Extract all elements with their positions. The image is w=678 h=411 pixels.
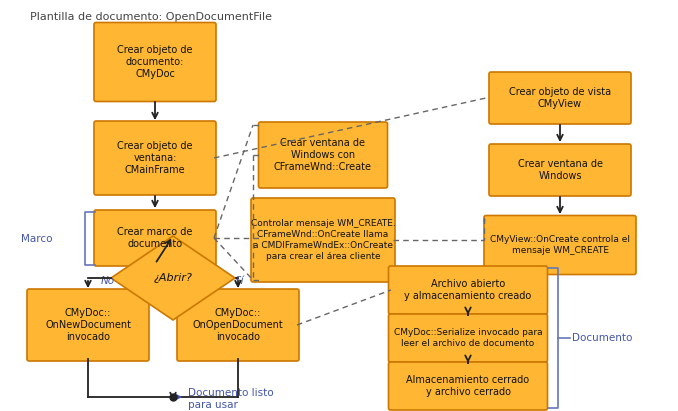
Text: Crear ventana de
Windows con
CFrameWnd::Create: Crear ventana de Windows con CFrameWnd::… [274, 138, 372, 172]
Text: CMyView::OnCreate controla el
mensaje WM_CREATE: CMyView::OnCreate controla el mensaje WM… [490, 235, 630, 255]
FancyBboxPatch shape [27, 289, 149, 361]
Text: CMyDoc::
OnOpenDocument
invocado: CMyDoc:: OnOpenDocument invocado [193, 307, 283, 342]
Text: Documento listo
para usar: Documento listo para usar [188, 388, 274, 410]
Text: Documento: Documento [572, 333, 633, 343]
FancyBboxPatch shape [484, 215, 636, 275]
Text: Plantilla de documento: OpenDocumentFile: Plantilla de documento: OpenDocumentFile [30, 12, 272, 22]
Text: Crear objeto de
ventana:
CMainFrame: Crear objeto de ventana: CMainFrame [117, 141, 193, 175]
Text: Marco: Marco [22, 233, 53, 243]
Text: No: No [101, 276, 115, 286]
Text: Archivo abierto
y almacenamiento creado: Archivo abierto y almacenamiento creado [404, 279, 532, 301]
Text: Controlar mensaje WM_CREATE.
CFrameWnd::OnCreate llama
a CMDIFrameWndEx::OnCreat: Controlar mensaje WM_CREATE. CFrameWnd::… [251, 219, 395, 261]
FancyBboxPatch shape [388, 314, 548, 362]
Polygon shape [111, 236, 235, 320]
FancyBboxPatch shape [94, 23, 216, 102]
FancyBboxPatch shape [251, 198, 395, 282]
Text: Crear ventana de
Windows: Crear ventana de Windows [517, 159, 603, 181]
FancyBboxPatch shape [94, 121, 216, 195]
Text: Sí: Sí [235, 276, 245, 286]
FancyBboxPatch shape [388, 266, 548, 314]
FancyBboxPatch shape [489, 72, 631, 124]
Text: CMyDoc::
OnNewDocument
invocado: CMyDoc:: OnNewDocument invocado [45, 307, 131, 342]
Text: Crear marco de
documento: Crear marco de documento [117, 227, 193, 249]
FancyBboxPatch shape [94, 210, 216, 266]
FancyBboxPatch shape [258, 122, 388, 188]
Text: Crear objeto de
documento:
CMyDoc: Crear objeto de documento: CMyDoc [117, 45, 193, 79]
FancyBboxPatch shape [388, 362, 548, 410]
Text: ¿Abrir?: ¿Abrir? [153, 273, 193, 283]
Text: Crear objeto de vista
CMyView: Crear objeto de vista CMyView [509, 87, 611, 109]
FancyBboxPatch shape [489, 144, 631, 196]
Text: CMyDoc::Serialize invocado para
leer el archivo de documento: CMyDoc::Serialize invocado para leer el … [394, 328, 542, 348]
Text: Almacenamiento cerrado
y archivo cerrado: Almacenamiento cerrado y archivo cerrado [406, 375, 530, 397]
FancyBboxPatch shape [177, 289, 299, 361]
